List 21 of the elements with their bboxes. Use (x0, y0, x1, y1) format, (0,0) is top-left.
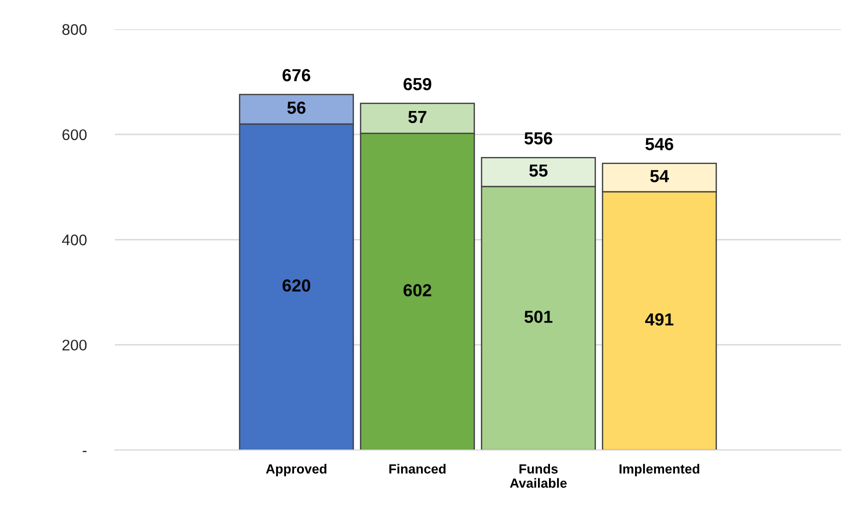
x-tick-label: Financed (389, 464, 446, 474)
data-label: 602 (404, 284, 432, 296)
data-label: 501 (524, 310, 552, 323)
data-label: 55 (529, 164, 548, 177)
y-tick-label: 800 (62, 24, 87, 35)
x-tick-label: Implemented (620, 464, 700, 476)
x-tick-label: Approved (266, 464, 326, 476)
total-label: 676 (282, 69, 310, 82)
data-label: 54 (650, 170, 669, 182)
total-label: 546 (645, 138, 674, 150)
data-label: 56 (287, 102, 306, 114)
y-tick-label: 200 (62, 340, 87, 351)
data-label: 57 (408, 110, 426, 124)
data-label: 491 (645, 313, 674, 326)
x-tick-label: Funds Available (510, 464, 567, 488)
y-tick-label: 600 (62, 129, 87, 140)
total-label: 659 (404, 78, 432, 90)
y-tick-label: - (82, 450, 87, 452)
y-tick-label: 400 (62, 234, 87, 246)
total-label: 556 (524, 132, 552, 144)
data-label: 620 (282, 279, 310, 292)
